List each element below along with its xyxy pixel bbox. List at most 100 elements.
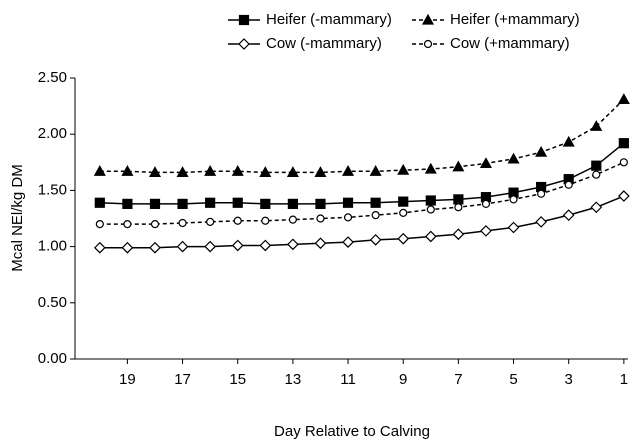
x-tick-label: 7: [454, 371, 462, 388]
legend-label: Heifer (+mammary): [450, 11, 580, 28]
marker: [369, 234, 382, 246]
marker: [564, 180, 573, 189]
marker: [369, 165, 382, 176]
marker: [453, 194, 464, 205]
marker: [454, 203, 463, 212]
legend-marker: [421, 13, 435, 25]
marker: [93, 241, 106, 254]
marker: [149, 198, 161, 209]
marker: [398, 196, 409, 207]
legend-label: Cow (+mammary): [450, 35, 570, 52]
marker: [399, 208, 408, 217]
marker: [617, 93, 630, 104]
marker: [426, 205, 435, 214]
legend-label: Heifer (-mammary): [266, 11, 392, 28]
marker: [618, 138, 629, 149]
marker: [480, 225, 492, 237]
x-tick-label: 11: [340, 371, 356, 388]
marker: [205, 197, 216, 208]
marker: [618, 190, 630, 202]
marker: [481, 199, 491, 208]
marker: [316, 214, 325, 223]
y-tick-label: 0.00: [38, 350, 67, 367]
marker: [121, 241, 134, 254]
marker: [286, 166, 299, 178]
marker: [591, 160, 602, 171]
x-tick-label: 13: [285, 371, 302, 388]
marker: [452, 228, 465, 241]
marker: [206, 217, 215, 226]
marker: [371, 211, 380, 220]
legend-marker: [423, 39, 433, 49]
marker: [259, 166, 272, 178]
marker: [93, 165, 106, 176]
marker: [425, 195, 436, 206]
marker: [94, 197, 105, 208]
marker: [232, 197, 243, 208]
series-line: [99, 98, 625, 174]
y-tick-label: 2.00: [38, 125, 67, 142]
marker: [619, 158, 628, 167]
legend-label: Cow (-mammary): [266, 35, 382, 52]
y-axis-label: Mcal NEl/kg DM: [9, 164, 26, 272]
marker: [231, 165, 244, 176]
marker: [176, 240, 189, 253]
marker: [507, 152, 520, 164]
marker: [231, 239, 244, 252]
marker: [424, 162, 437, 174]
marker: [314, 237, 327, 250]
legend-marker: [238, 14, 250, 26]
marker: [287, 238, 299, 251]
x-tick-label: 15: [229, 371, 246, 388]
marker: [509, 195, 518, 204]
marker: [537, 189, 546, 198]
marker: [479, 157, 492, 169]
marker: [507, 221, 520, 234]
marker: [397, 232, 410, 245]
y-tick-label: 0.50: [38, 294, 67, 311]
x-tick-label: 3: [565, 371, 573, 388]
x-tick-label: 17: [174, 371, 191, 388]
marker: [590, 120, 603, 131]
marker: [123, 220, 132, 229]
series-line: [99, 142, 625, 205]
marker: [342, 236, 354, 248]
marker: [288, 215, 297, 224]
x-tick-label: 19: [119, 371, 136, 388]
marker: [261, 216, 270, 225]
legend-marker: [238, 38, 250, 50]
marker: [149, 241, 161, 254]
marker: [535, 216, 547, 228]
x-axis-label: Day Relative to Calving: [274, 423, 430, 440]
marker: [204, 165, 217, 176]
marker: [260, 198, 271, 209]
marker: [343, 213, 353, 222]
marker: [562, 135, 575, 147]
marker: [287, 198, 298, 209]
marker: [122, 198, 133, 209]
marker: [452, 160, 465, 172]
marker: [121, 165, 134, 176]
marker: [590, 201, 603, 214]
marker: [314, 166, 327, 178]
marker: [176, 166, 189, 178]
marker: [150, 220, 160, 229]
marker: [424, 230, 437, 243]
marker: [259, 239, 272, 252]
x-tick-label: 5: [509, 371, 517, 388]
marker: [233, 216, 242, 225]
x-tick-label: 1: [620, 371, 628, 388]
marker: [315, 198, 326, 209]
marker: [95, 220, 104, 229]
series-line: [99, 161, 625, 225]
marker: [370, 197, 381, 208]
marker: [397, 163, 410, 175]
marker: [177, 198, 188, 209]
marker: [535, 145, 548, 157]
marker: [148, 166, 162, 178]
marker: [342, 165, 355, 176]
marker: [204, 240, 216, 253]
y-tick-label: 2.50: [38, 69, 67, 86]
y-tick-label: 1.00: [38, 238, 67, 255]
